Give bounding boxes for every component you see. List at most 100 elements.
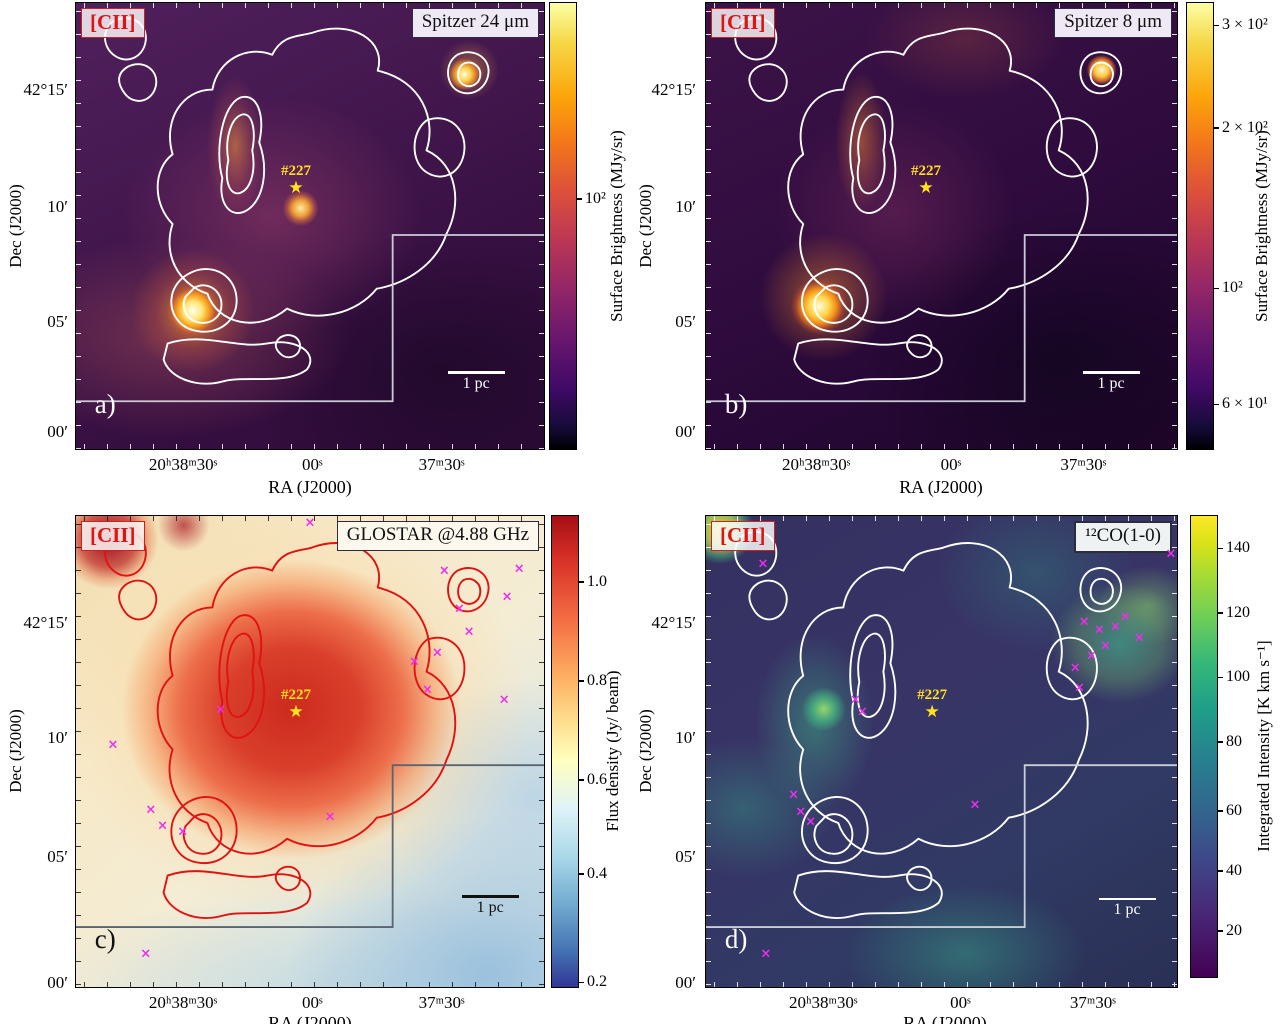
ra-tick: 00ˢ: [302, 993, 323, 1012]
ra-axis-label-c: RA (J2000): [268, 1013, 352, 1024]
source-x-marker: ×: [107, 737, 119, 753]
star-icon: ★: [288, 177, 304, 198]
colorbar-tick-label: 2 × 10²: [1222, 118, 1268, 136]
dec-axis-label-d: Dec (J2000): [636, 709, 655, 793]
colorbar-tick-mark: [1213, 287, 1219, 290]
colorbar-tick: 0.2: [578, 973, 607, 991]
source-x-marker: ×: [757, 556, 769, 572]
dec-tick: 05′: [47, 846, 68, 866]
colorbar-tick: 100: [1217, 668, 1250, 686]
colorbar-tick-label: 20: [1226, 921, 1242, 939]
scalebar: 1 pc: [1076, 370, 1146, 394]
cii-contours-a: [76, 17, 544, 403]
colorbar-tick-mark: [578, 981, 584, 984]
dec-ticks-a: 42°15′ 10′ 05′ 00′: [2, 2, 72, 450]
source-227-marker: #227 ★: [911, 163, 941, 198]
colorbar-tick-label: 6 × 10¹: [1222, 395, 1268, 413]
colorbar-tick-label: 60: [1226, 802, 1242, 820]
colorbar-tick: 60: [1217, 802, 1242, 820]
colorbar-tick: 10²: [1213, 279, 1243, 297]
cii-label: [CII]: [711, 521, 775, 552]
scalebar-line: [1082, 370, 1140, 374]
colorbar-tick-mark: [1213, 127, 1219, 129]
colorbar-tick-mark: [576, 198, 582, 200]
ra-tick: 00ˢ: [950, 993, 971, 1012]
source-227-marker: #227 ★: [917, 686, 948, 721]
colorbar-c-label: Flux density (Jy/ beam): [603, 670, 622, 832]
source-227-label: #227: [280, 162, 311, 179]
colorbar-tick-label: 10²: [585, 190, 606, 208]
colorbar-tick-label: 80: [1226, 732, 1242, 750]
colorbar-tick-mark: [578, 680, 584, 682]
source-x-marker: ×: [513, 561, 525, 577]
scalebar: 1 pc: [441, 370, 511, 394]
ra-axis-label-d: RA (J2000): [903, 1013, 987, 1024]
scalebar-label: 1 pc: [462, 374, 490, 392]
panel-a-map-spitzer24: [CII] Spitzer 24 μm #227 ★ 1 pc a): [75, 2, 545, 450]
survey-coverage-outline: [706, 764, 1177, 929]
colorbar-c: 1.0 0.8 0.6 0.4 0.2: [551, 515, 607, 990]
source-x-marker: ×: [431, 645, 443, 661]
colorbar-tick: 140: [1217, 539, 1250, 557]
colorbar-tick-mark: [1217, 741, 1223, 743]
colorbar-tick: 0.4: [578, 865, 607, 883]
colorbar-tick: 0.6: [578, 771, 607, 789]
scalebar-label: 1 pc: [1097, 374, 1125, 392]
source-x-marker: ×: [1119, 609, 1131, 625]
ra-tick: 37ᵐ30ˢ: [1069, 993, 1116, 1012]
ra-ticks-c: 20ʰ38ᵐ30ˢ 00ˢ 37ᵐ30ˢ: [75, 993, 545, 1013]
survey-coverage-outline: [706, 234, 1177, 403]
survey-coverage-outline: [76, 764, 544, 929]
dec-tick: 00′: [675, 422, 696, 442]
colorbar-tick: 40: [1217, 862, 1242, 880]
scalebar: 1 pc: [1092, 897, 1162, 921]
scalebar-line: [1098, 897, 1156, 901]
star-icon: ★: [918, 177, 934, 198]
scalebar-label: 1 pc: [476, 898, 504, 916]
source-x-marker: ×: [1093, 622, 1105, 638]
source-x-marker: ×: [795, 804, 807, 820]
cii-label: [CII]: [81, 521, 145, 552]
dec-tick: 42°15′: [651, 612, 696, 632]
colorbar-tick-mark: [1213, 24, 1219, 27]
source-227-marker: #227 ★: [280, 162, 311, 198]
dec-ticks-b: 42°15′ 10′ 05′ 00′: [630, 2, 700, 450]
ra-ticks-a: 20ʰ38ᵐ30ˢ 00ˢ 37ᵐ30ˢ: [75, 455, 545, 475]
panel-b-title: Spitzer 8 μm: [1054, 8, 1172, 38]
panel-letter-b: b): [724, 389, 748, 420]
ra-tick: 00ˢ: [940, 455, 962, 474]
colorbar-b: 3 × 10² 2 × 10² 10² 6 × 10¹: [1186, 2, 1268, 450]
colorbar-a-label: Surface Brightness (MJy/sr): [607, 130, 626, 322]
colorbar-tick: 0.8: [578, 672, 607, 690]
source-x-marker: ×: [140, 946, 152, 962]
colorbar-tick: 2 × 10²: [1213, 119, 1268, 137]
cii-label: [CII]: [81, 8, 145, 39]
colorbar-tick-label: 3 × 10²: [1222, 16, 1268, 34]
dec-tick: 05′: [675, 846, 696, 866]
source-x-marker: ×: [1133, 630, 1145, 646]
source-227-label: #227: [917, 686, 948, 703]
colorbar-tick-mark: [1217, 870, 1223, 872]
survey-coverage-outline: [76, 234, 544, 403]
source-227-label: #227: [280, 686, 311, 703]
ra-ticks-d: 20ʰ38ᵐ30ˢ 00ˢ 37ᵐ30ˢ: [705, 993, 1178, 1013]
source-x-marker: ×: [408, 654, 420, 670]
panel-c-title: GLOSTAR @4.88 GHz: [336, 521, 539, 551]
ra-tick: 00ˢ: [302, 455, 323, 474]
colorbar-tick-mark: [1213, 403, 1219, 406]
colorbar-tick: 120: [1217, 604, 1250, 622]
colorbar-tick-mark: [578, 581, 584, 583]
source-x-marker: ×: [157, 818, 169, 834]
panel-letter-c: c): [94, 923, 116, 954]
source-x-marker: ×: [501, 589, 513, 605]
dec-tick: 00′: [675, 973, 696, 993]
dec-tick: 00′: [47, 422, 68, 442]
colorbar-tick: 3 × 10²: [1213, 16, 1268, 34]
dec-axis-label-c: Dec (J2000): [6, 709, 25, 793]
colorbar-d: 140 120 100 80 60 40 20: [1190, 515, 1250, 978]
colorbar-tick-label: 140: [1226, 539, 1250, 557]
panel-letter-d: d): [724, 923, 748, 954]
colorbar-tick-mark: [1217, 547, 1223, 550]
dec-ticks-d: 42°15′ 10′ 05′ 00′: [630, 515, 700, 992]
